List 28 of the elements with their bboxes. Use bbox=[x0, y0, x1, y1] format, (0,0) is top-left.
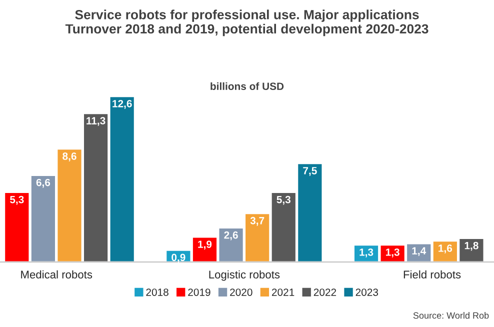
source-note: Source: World Rob bbox=[413, 312, 489, 319]
data-label: 6,6 bbox=[36, 178, 50, 188]
data-label: 1,4 bbox=[412, 247, 426, 256]
x-tick-label: Logistic robots bbox=[209, 270, 280, 281]
x-tick-label: Field robots bbox=[404, 270, 461, 278]
data-label: 1,6 bbox=[438, 244, 452, 254]
legend-label: 2019 bbox=[188, 288, 210, 296]
data-label: 5,3 bbox=[276, 196, 290, 205]
data-label: 12,6 bbox=[112, 100, 132, 109]
legend-label: 2018 bbox=[146, 288, 168, 296]
data-label: 7,5 bbox=[303, 167, 317, 176]
legend-label: 2023 bbox=[356, 288, 378, 296]
data-label: 3,7 bbox=[250, 216, 264, 226]
legend-label: 2022 bbox=[314, 288, 336, 296]
data-label: 8,6 bbox=[62, 152, 76, 162]
data-label: 5,3 bbox=[10, 196, 24, 205]
chart-title: Service robots for professional use. Major applications Turnover 2018 and 2019, potential development 2020-2023 bbox=[65, 10, 428, 36]
chart-subtitle: billions of USD bbox=[210, 82, 284, 90]
data-label: 0,9 bbox=[172, 254, 186, 263]
data-label: 1,8 bbox=[464, 242, 478, 251]
data-label: 11,3 bbox=[86, 117, 106, 126]
legend-label: 2020 bbox=[230, 288, 252, 296]
data-label: 2,6 bbox=[224, 231, 238, 240]
data-label: 1,9 bbox=[198, 240, 212, 250]
legend-label: 2021 bbox=[272, 288, 294, 296]
data-label: 1,3 bbox=[386, 248, 400, 258]
data-label: 1,3 bbox=[360, 248, 374, 258]
x-tick-label: Medical robots bbox=[21, 270, 92, 278]
